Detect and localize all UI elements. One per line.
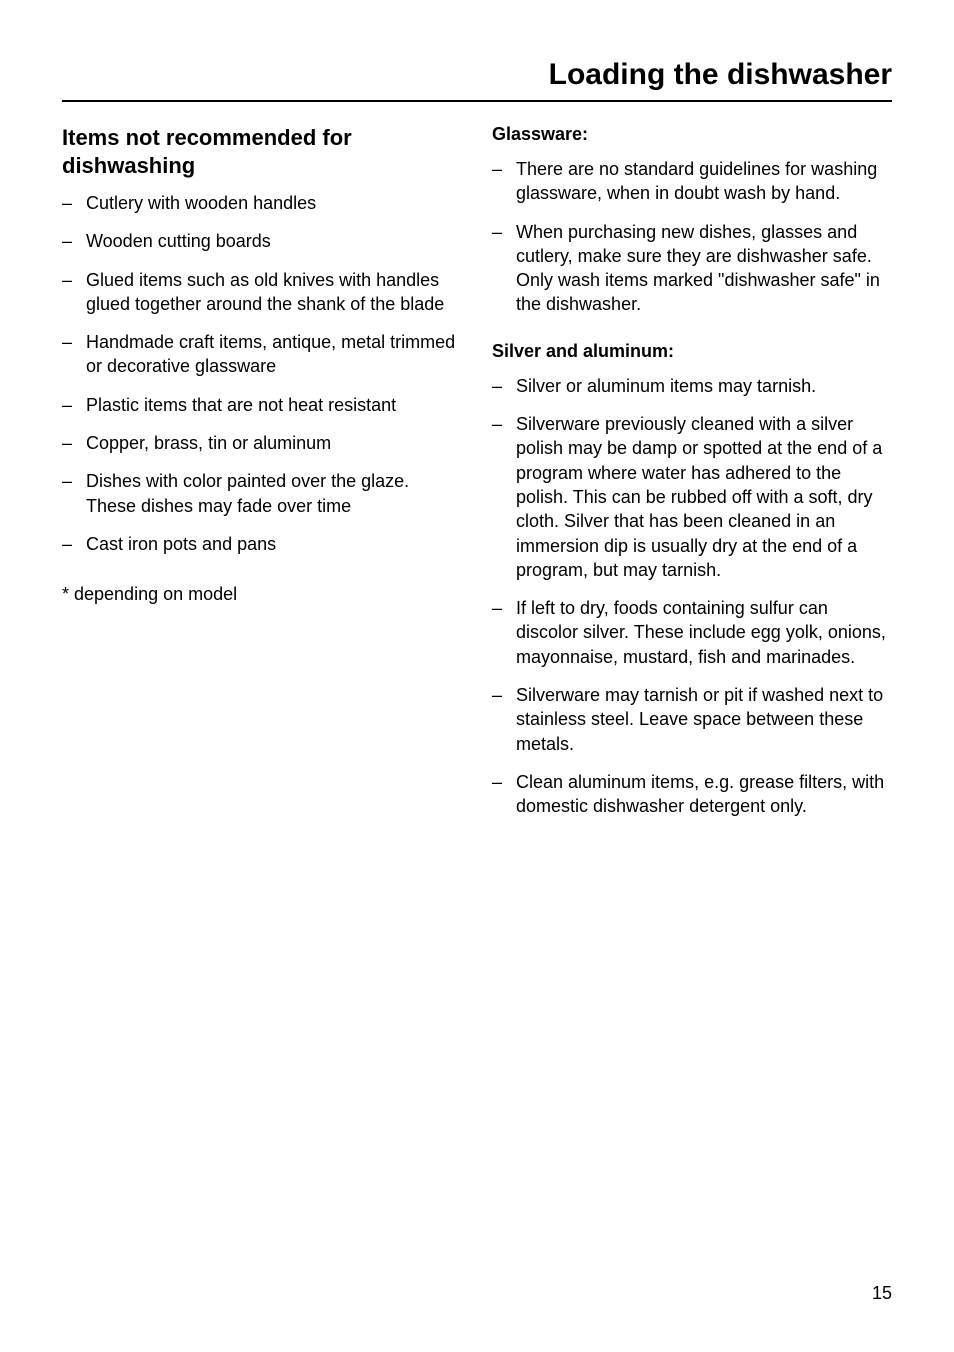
list-item: If left to dry, foods containing sulfur … [492, 596, 892, 669]
glassware-list: There are no standard guidelines for was… [492, 157, 892, 317]
silver-heading: Silver and aluminum: [492, 341, 892, 362]
glassware-heading: Glassware: [492, 124, 892, 145]
list-item: Silver or aluminum items may tarnish. [492, 374, 892, 398]
content-columns: Items not recommended for dishwashing Cu… [62, 124, 892, 833]
list-item: There are no standard guidelines for was… [492, 157, 892, 206]
page-header: Loading the dishwasher [62, 58, 892, 102]
list-item: Cutlery with wooden handles [62, 191, 462, 215]
left-section-heading: Items not recommended for dishwashing [62, 124, 462, 179]
list-item: Silverware may tarnish or pit if washed … [492, 683, 892, 756]
list-item: Copper, brass, tin or aluminum [62, 431, 462, 455]
list-item: Dishes with color painted over the glaze… [62, 469, 462, 518]
page-number: 15 [872, 1283, 892, 1304]
list-item: Plastic items that are not heat resistan… [62, 393, 462, 417]
left-column: Items not recommended for dishwashing Cu… [62, 124, 462, 833]
list-item: Glued items such as old knives with hand… [62, 268, 462, 317]
right-column: Glassware: There are no standard guideli… [492, 124, 892, 833]
list-item: When purchasing new dishes, glasses and … [492, 220, 892, 317]
list-item: Handmade craft items, antique, metal tri… [62, 330, 462, 379]
not-recommended-list: Cutlery with wooden handles Wooden cutti… [62, 191, 462, 556]
page-title: Loading the dishwasher [62, 58, 892, 92]
footnote: * depending on model [62, 584, 462, 605]
list-item: Clean aluminum items, e.g. grease filter… [492, 770, 892, 819]
list-item: Wooden cutting boards [62, 229, 462, 253]
silver-list: Silver or aluminum items may tarnish. Si… [492, 374, 892, 819]
list-item: Silverware previously cleaned with a sil… [492, 412, 892, 582]
list-item: Cast iron pots and pans [62, 532, 462, 556]
